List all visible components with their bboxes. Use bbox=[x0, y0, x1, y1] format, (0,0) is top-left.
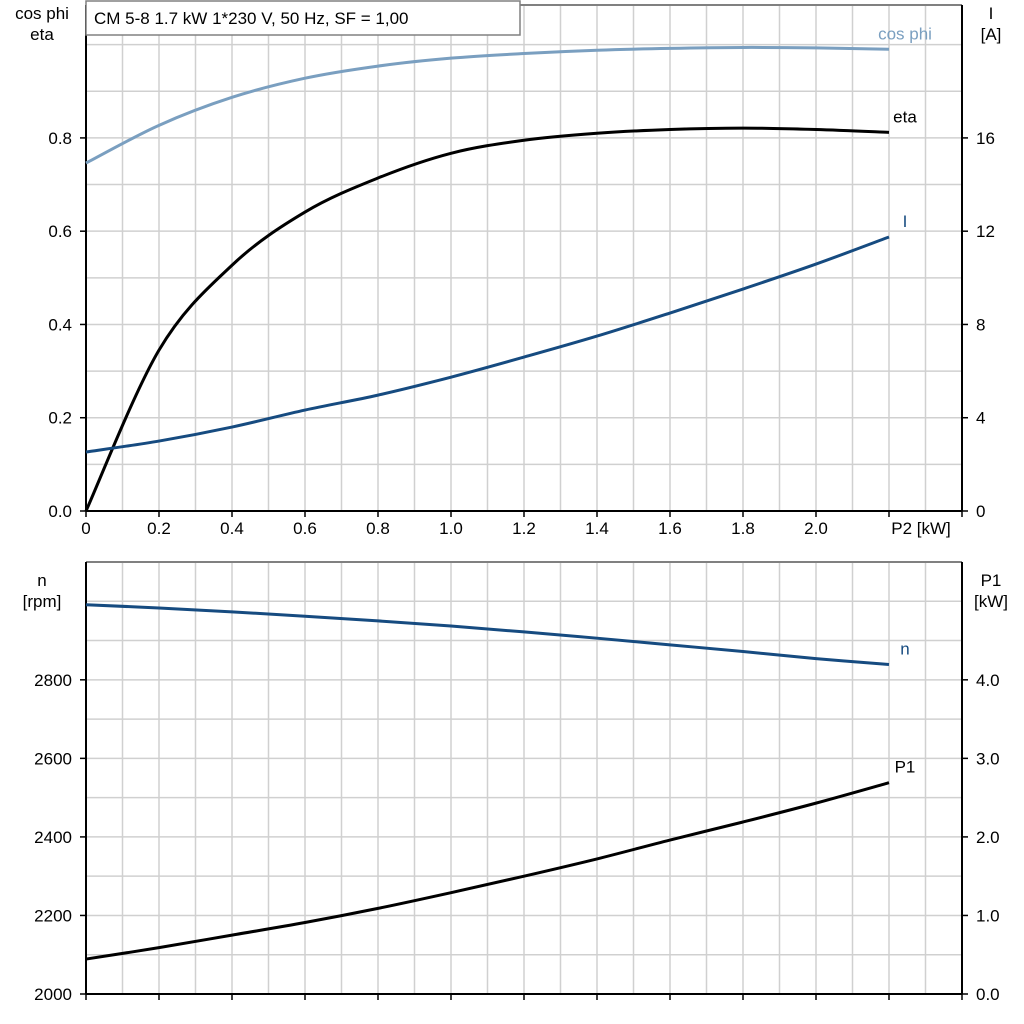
x-tick-label: 2.0 bbox=[804, 519, 828, 538]
y-left-axis-label: cos phi bbox=[15, 4, 69, 23]
series-line-i bbox=[85, 235, 890, 454]
series-label-p1: P1 bbox=[895, 758, 916, 777]
y-right-axis-label: P1 bbox=[981, 571, 1002, 590]
x-tick-label: 0.4 bbox=[220, 519, 244, 538]
series-line-cos-phi bbox=[85, 45, 890, 165]
y-right-tick-label: 16 bbox=[976, 129, 995, 148]
series-label-eta: eta bbox=[893, 107, 917, 126]
chart-title-box bbox=[85, 0, 521, 36]
y-left-tick-label: 0.4 bbox=[48, 315, 72, 334]
y-left-tick-label: 0.2 bbox=[48, 409, 72, 428]
y-left-axis-label: [rpm] bbox=[23, 592, 62, 611]
y-left-axis-label: eta bbox=[30, 25, 54, 44]
y-left-tick-label: 2800 bbox=[34, 671, 72, 690]
y-right-tick-label: 4.0 bbox=[976, 671, 1000, 690]
x-tick-label: 0 bbox=[81, 519, 90, 538]
series-label-cos-phi: cos phi bbox=[878, 24, 932, 43]
x-tick-label: 1.4 bbox=[585, 519, 609, 538]
y-left-tick-label: 2600 bbox=[34, 749, 72, 768]
y-right-tick-label: 1.0 bbox=[976, 906, 1000, 925]
y-right-tick-label: 0 bbox=[976, 502, 985, 521]
y-right-tick-label: 12 bbox=[976, 222, 995, 241]
x-tick-label: 1.2 bbox=[512, 519, 536, 538]
chart-title: CM 5-8 1.7 kW 1*230 V, 50 Hz, SF = 1,00 bbox=[94, 9, 409, 28]
y-right-tick-label: 4 bbox=[976, 409, 985, 428]
y-left-tick-label: 0.6 bbox=[48, 222, 72, 241]
series-line-eta bbox=[84, 126, 890, 512]
series-label-n: n bbox=[900, 640, 909, 659]
x-tick-label: 0.8 bbox=[366, 519, 390, 538]
series-line-p1 bbox=[85, 781, 890, 961]
x-tick-label: 0.6 bbox=[293, 519, 317, 538]
x-tick-label: 1.8 bbox=[731, 519, 755, 538]
y-right-axis-label: I bbox=[989, 4, 994, 23]
x-tick-label: 1.0 bbox=[439, 519, 463, 538]
series-label-i: I bbox=[903, 212, 908, 231]
y-left-tick-label: 2200 bbox=[34, 906, 72, 925]
y-right-tick-label: 2.0 bbox=[976, 828, 1000, 847]
x-axis-label: P2 [kW] bbox=[891, 519, 951, 538]
y-right-axis-label: [kW] bbox=[974, 592, 1008, 611]
y-right-tick-label: 8 bbox=[976, 315, 985, 334]
y-left-tick-label: 0.0 bbox=[48, 502, 72, 521]
y-left-tick-label: 0.8 bbox=[48, 129, 72, 148]
series-line-n bbox=[85, 603, 890, 666]
y-left-axis-label: n bbox=[37, 571, 46, 590]
x-tick-label: 1.6 bbox=[658, 519, 682, 538]
y-right-tick-label: 0.0 bbox=[976, 985, 1000, 1004]
x-tick-label: 0.2 bbox=[147, 519, 171, 538]
y-right-tick-label: 3.0 bbox=[976, 749, 1000, 768]
y-right-axis-label: [A] bbox=[981, 25, 1002, 44]
y-left-tick-label: 2400 bbox=[34, 828, 72, 847]
y-left-tick-label: 2000 bbox=[34, 985, 72, 1004]
